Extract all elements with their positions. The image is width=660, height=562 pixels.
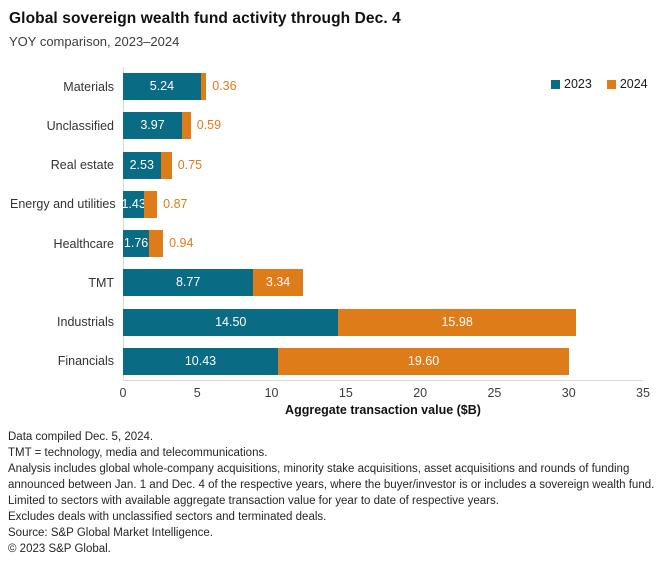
category-label: TMT (88, 275, 114, 290)
legend: 2023 2024 (551, 77, 648, 91)
footnote-line: Limited to sectors with available aggreg… (8, 495, 499, 507)
bar-track: 14.50 15.98 (123, 308, 643, 336)
bar-row: Healthcare 1.76 0.94 (10, 224, 643, 263)
value-label-2023: 8.77 (175, 275, 201, 290)
legend-item-2023: 2023 (551, 77, 592, 91)
value-label-2023: 10.43 (184, 353, 217, 368)
footnotes: Data compiled Dec. 5, 2024. TMT = technol… (8, 429, 657, 557)
x-tick-label: 30 (561, 386, 576, 400)
chart-title: Global sovereign wealth fund activity th… (9, 10, 401, 27)
footnote-line: © 2023 S&P Global. (8, 543, 111, 555)
bar-segment-2024: 19.60 (277, 347, 570, 375)
value-label-2024: 0.75 (177, 157, 203, 172)
legend-label-2024: 2024 (619, 77, 648, 91)
bar-segment-2023: 2.53 (123, 151, 161, 179)
value-label-2024: 0.87 (163, 196, 188, 211)
bar-segment-2023: 1.43 (121, 190, 146, 218)
x-tick-label: 20 (413, 386, 428, 400)
bar-track: 8.77 3.34 (123, 269, 643, 297)
bar-segment-2023: 1.76 (123, 230, 150, 258)
bar-segment-2023: 3.97 (123, 112, 182, 140)
bar-track: 1.76 0.94 (123, 230, 643, 258)
bar-segment-2024 (200, 73, 207, 101)
value-label-2023: 1.76 (123, 236, 149, 251)
value-label-2024: 19.60 (407, 353, 440, 368)
value-label-2024: 0.36 (212, 79, 237, 94)
footnote-line: Analysis includes global whole-company a… (8, 463, 655, 491)
x-axis-label: Aggregate transaction value ($B) (285, 403, 481, 417)
chart-subtitle: YOY comparison, 2023–2024 (9, 34, 180, 49)
bar-track: 2.53 0.75 (123, 151, 643, 179)
bar-row: Materials 5.24 0.36 (10, 67, 643, 106)
category-label: Materials (63, 79, 114, 94)
bar-track: 5.24 0.36 (123, 73, 643, 101)
category-label: Unclassified (46, 118, 114, 133)
footnote-line: Source: S&P Global Market Intelligence. (8, 527, 213, 539)
legend-item-2024: 2024 (606, 77, 648, 91)
category-label: Industrials (57, 315, 114, 330)
bar-row: Real estate 2.53 0.75 (10, 146, 643, 185)
legend-label-2023: 2023 (564, 77, 592, 91)
category-label: Financials (57, 354, 114, 369)
plot-area: Materials 5.24 0.36 Unclassified 3.97 0.59 Rea… (10, 67, 643, 381)
bar-row: TMT 8.77 3.34 (10, 263, 643, 302)
bar-track: 1.43 0.87 (121, 190, 643, 218)
bar-row: Unclassified 3.97 0.59 (10, 106, 643, 145)
bar-segment-2023: 10.43 (123, 347, 278, 375)
value-label-2023: 5.24 (149, 79, 175, 94)
legend-swatch-2024 (606, 79, 616, 89)
value-label-2023: 3.97 (140, 118, 165, 133)
bar-row: Energy and utilities 1.43 0.87 (10, 185, 643, 224)
footnote-line: Excludes deals with unclassified sectors… (8, 511, 327, 523)
x-tick-label: 0 (119, 386, 127, 400)
value-label-2024: 0.94 (169, 236, 194, 251)
bar-segment-2024 (149, 230, 164, 258)
bar-segment-2023: 5.24 (123, 73, 201, 101)
bar-segment-2024: 15.98 (338, 308, 576, 336)
value-label-2023: 1.43 (121, 196, 146, 211)
bar-segment-2024: 3.34 (253, 269, 303, 297)
x-axis-ticks: 0 5 10 15 20 25 30 35 (119, 386, 650, 401)
footnote-line: Data compiled Dec. 5, 2024. (8, 431, 154, 443)
value-label-2023: 2.53 (129, 157, 154, 172)
bar-track: 10.43 19.60 (123, 347, 643, 375)
value-label-2023: 14.50 (215, 314, 247, 329)
bar-segment-2023: 14.50 (123, 308, 339, 336)
x-tick-label: 5 (193, 386, 201, 400)
value-label-2024: 0.59 (196, 118, 222, 133)
bar-row: Industrials 14.50 15.98 (10, 303, 643, 342)
x-axis-line (123, 380, 643, 381)
bar-track: 3.97 0.59 (123, 112, 643, 140)
x-tick-label: 35 (636, 386, 650, 400)
legend-swatch-2023 (551, 79, 560, 89)
bar-segment-2024 (181, 112, 191, 140)
y-axis-line (123, 67, 124, 381)
x-tick-label: 25 (487, 386, 502, 400)
bar-segment-2024 (160, 151, 172, 179)
category-label: Healthcare (53, 236, 114, 251)
footnote-line: TMT = technology, media and telecommunic… (8, 447, 268, 459)
x-tick-label: 10 (264, 386, 279, 400)
bar-row: Financials 10.43 19.60 (10, 342, 643, 381)
x-tick-label: 15 (338, 386, 353, 400)
bar-segment-2024 (144, 190, 158, 218)
category-label: Energy and utilities (10, 197, 116, 212)
category-label: Real estate (50, 158, 114, 173)
bar-segment-2023: 8.77 (123, 269, 254, 297)
value-label-2024: 15.98 (441, 314, 473, 329)
value-label-2024: 3.34 (265, 275, 291, 290)
